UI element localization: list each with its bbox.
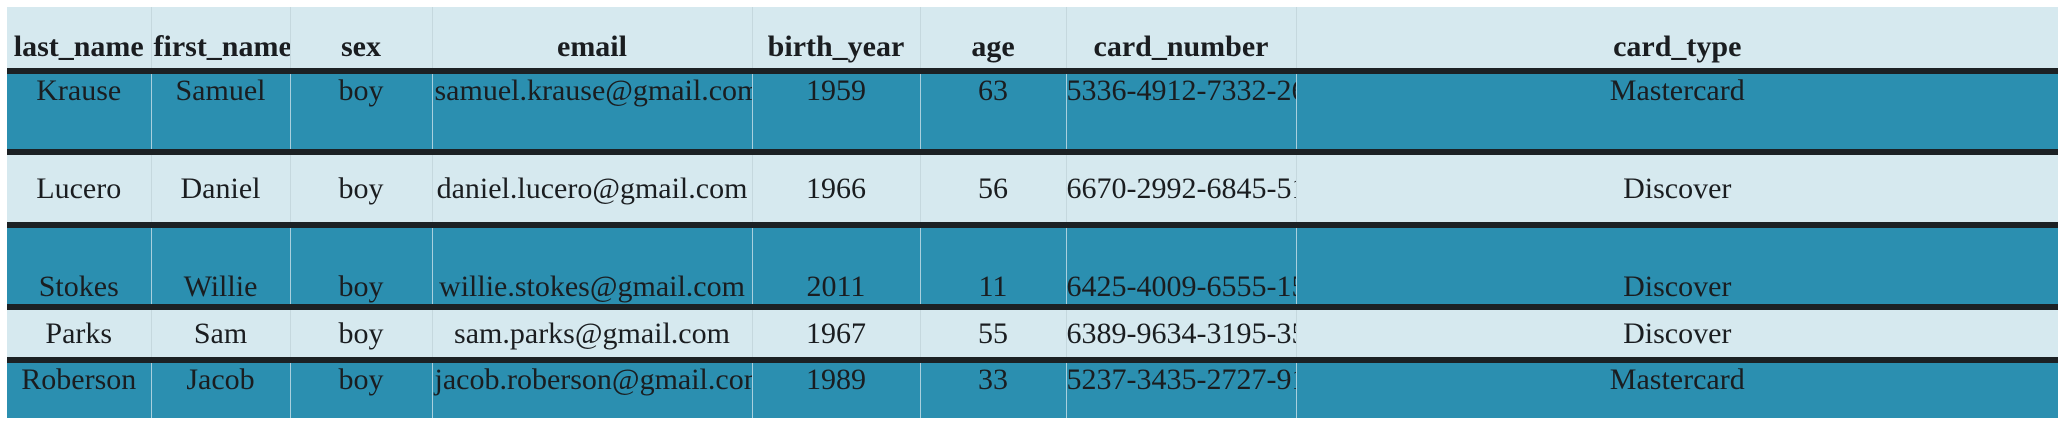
table-cell-first-name: Samuel [150,68,290,152]
table-cell-birth-year: 1959 [751,68,920,152]
table-cell-sex: boy [289,222,432,307]
table-cell-card-type: Mastercard [1295,68,2058,152]
table-cell-email: sam.parks@gmail.com [431,304,752,360]
table-cell-age: 55 [919,304,1066,360]
table-cell-age: 11 [919,222,1066,307]
table-cell-last-name: Parks [7,304,151,360]
table-cell-card-type: Discover [1295,304,2058,360]
column-header: email [431,7,752,71]
table-cell-sex: boy [289,68,432,152]
table-cell-birth-year: 1989 [751,357,920,418]
table-cell-age: 63 [919,68,1066,152]
table-row: Lucero Daniel boy daniel.lucero@gmail.com 19… [7,149,2058,225]
table-cell-sex: boy [289,149,432,225]
table-cell-card-number: 6670-2992-6845-5109 [1065,149,1296,225]
column-header: card_type [1295,7,2058,71]
table-cell-last-name: Stokes [7,222,151,307]
header-row: last_name first_name sex email birth_yea… [7,7,2058,71]
table-cell-birth-year: 1967 [751,304,920,360]
table-cell-card-number: 5336-4912-7332-2681 [1065,68,1296,152]
table-cell-email: jacob.roberson@gmail.com [431,357,752,418]
table-cell-age: 33 [919,357,1066,418]
table-cell-email: samuel.krause@gmail.com [431,68,752,152]
table-cell-email: willie.stokes@gmail.com [431,222,752,307]
column-header: card_number [1065,7,1296,71]
table-cell-card-number: 6389-9634-3195-3585 [1065,304,1296,360]
table-cell-card-type: Mastercard [1295,357,2058,418]
table-row: Roberson Jacob boy jacob.roberson@gmail.com… [7,357,2058,418]
table-cell-card-number: 6425-4009-6555-1591 [1065,222,1296,307]
table-cell-last-name: Roberson [7,357,151,418]
column-header: age [919,7,1066,71]
table-cell-age: 56 [919,149,1066,225]
table-row: Stokes Willie boy willie.stokes@gmail.com 20… [7,222,2058,307]
table-cell-first-name: Willie [150,222,290,307]
table-cell-birth-year: 2011 [751,222,920,307]
table-cell-last-name: Krause [7,68,151,152]
table-cell-first-name: Daniel [150,149,290,225]
column-header: first_name [150,7,290,71]
table-row: Parks Sam boy sam.parks@gmail.com 1967 55 6389… [7,304,2058,360]
table-cell-last-name: Lucero [7,149,151,225]
table-cell-email: daniel.lucero@gmail.com [431,149,752,225]
table-cell-first-name: Sam [150,304,290,360]
column-header: last_name [7,7,151,71]
table-cell-sex: boy [289,304,432,360]
table-row: Krause Samuel boy samuel.krause@gmail.com 19… [7,68,2058,152]
table-cell-card-number: 5237-3435-2727-9151 [1065,357,1296,418]
table-cell-first-name: Jacob [150,357,290,418]
table-cell-card-type: Discover [1295,222,2058,307]
data-table: last_name first_name sex email birth_yea… [7,7,2058,418]
table-cell-card-type: Discover [1295,149,2058,225]
column-header: sex [289,7,432,71]
table-cell-sex: boy [289,357,432,418]
column-header: birth_year [751,7,920,71]
table-cell-birth-year: 1966 [751,149,920,225]
